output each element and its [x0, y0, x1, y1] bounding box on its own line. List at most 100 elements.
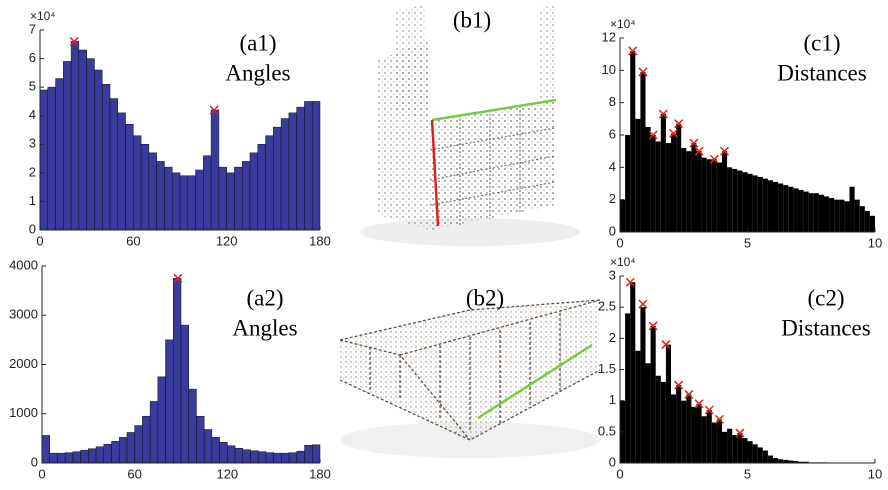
bar: [768, 180, 773, 232]
bar: [834, 200, 839, 232]
y-tick-label: 2: [609, 191, 616, 206]
bar: [671, 394, 676, 463]
y-tick-label: 2.5: [598, 299, 616, 314]
bar: [180, 176, 188, 230]
x-tick-label: 10: [868, 466, 882, 481]
bar: [635, 351, 640, 463]
bar: [661, 382, 666, 463]
bar: [778, 459, 783, 463]
y-multiplier: ×10⁴: [610, 17, 636, 31]
bar: [73, 452, 81, 463]
x-tick-label: 10: [868, 235, 882, 250]
bar: [181, 325, 189, 463]
bar: [646, 363, 651, 463]
point-cloud-b1: [360, 5, 580, 246]
bar: [686, 151, 691, 232]
bar: [289, 113, 297, 230]
bar: [150, 401, 158, 463]
bar: [211, 110, 219, 230]
bar: [793, 188, 798, 232]
bar: [630, 51, 635, 232]
bar: [620, 200, 625, 232]
bar: [625, 313, 630, 463]
bar: [753, 444, 758, 463]
bar: [250, 153, 258, 230]
bar: [157, 161, 165, 230]
bar: [839, 200, 844, 232]
y-tick-label: 12: [602, 29, 616, 44]
panel-label: (a1): [239, 30, 276, 55]
bar: [712, 159, 717, 232]
bar: [788, 187, 793, 232]
bar: [671, 133, 676, 232]
bar: [814, 193, 819, 232]
bar: [304, 101, 312, 230]
bar: [234, 167, 242, 230]
bar: [196, 416, 204, 463]
bar: [656, 376, 661, 463]
y-tick-label: 0: [609, 223, 616, 238]
bar: [196, 170, 204, 230]
bar: [81, 450, 89, 463]
bar: [773, 182, 778, 232]
y-tick-label: 3: [609, 267, 616, 282]
bar: [819, 195, 824, 232]
bar: [697, 151, 702, 232]
y-tick-label: 0: [31, 454, 38, 469]
bar: [104, 444, 112, 463]
bar: [56, 79, 64, 230]
y-tick-label: 8: [609, 94, 616, 109]
bar: [71, 41, 79, 230]
bar: [773, 458, 778, 463]
bar: [87, 59, 95, 230]
bar: [258, 144, 266, 230]
bar: [809, 193, 814, 232]
bar: [235, 448, 243, 463]
x-tick-label: 0: [36, 233, 43, 248]
bar: [127, 432, 135, 463]
bar: [40, 90, 48, 230]
bar: [227, 446, 235, 463]
bar: [702, 158, 707, 232]
bar: [732, 169, 737, 232]
bar: [630, 282, 635, 463]
y-tick-label: 5: [29, 79, 36, 94]
bar: [651, 326, 656, 463]
y-tick-label: 6: [29, 50, 36, 65]
bar: [712, 422, 717, 463]
panel-label: (c1): [803, 30, 840, 55]
bar: [646, 127, 651, 232]
bar: [732, 435, 737, 463]
bar: [742, 172, 747, 232]
x-tick-label: 0: [616, 466, 623, 481]
y-tick-label: 2: [29, 164, 36, 179]
y-tick-label: 6: [609, 126, 616, 141]
bar: [42, 435, 50, 463]
bar: [289, 453, 297, 463]
bar: [737, 433, 742, 463]
bar: [188, 176, 196, 230]
bar: [676, 124, 681, 232]
bar: [173, 278, 181, 463]
bar: [722, 151, 727, 232]
bar: [778, 184, 783, 233]
y-tick-label: 1: [29, 193, 36, 208]
bar: [118, 113, 126, 230]
x-tick-label: 180: [309, 466, 331, 481]
bar: [88, 449, 96, 463]
x-tick-label: 60: [126, 233, 140, 248]
bar: [281, 119, 289, 230]
y-tick-label: 2: [609, 330, 616, 345]
bar: [219, 167, 227, 230]
bar: [203, 156, 211, 230]
bar: [133, 136, 141, 230]
bar: [625, 135, 630, 232]
y-tick-label: 0: [609, 454, 616, 469]
bar: [102, 84, 110, 230]
figure: (b1) (b2) 01234567060120180×10⁴(a1)Angle…: [0, 0, 888, 490]
x-tick-label: 180: [309, 233, 331, 248]
bar: [640, 307, 645, 463]
panel-subtitle: Angles: [225, 60, 290, 85]
bar: [251, 451, 259, 463]
bar: [829, 198, 834, 232]
